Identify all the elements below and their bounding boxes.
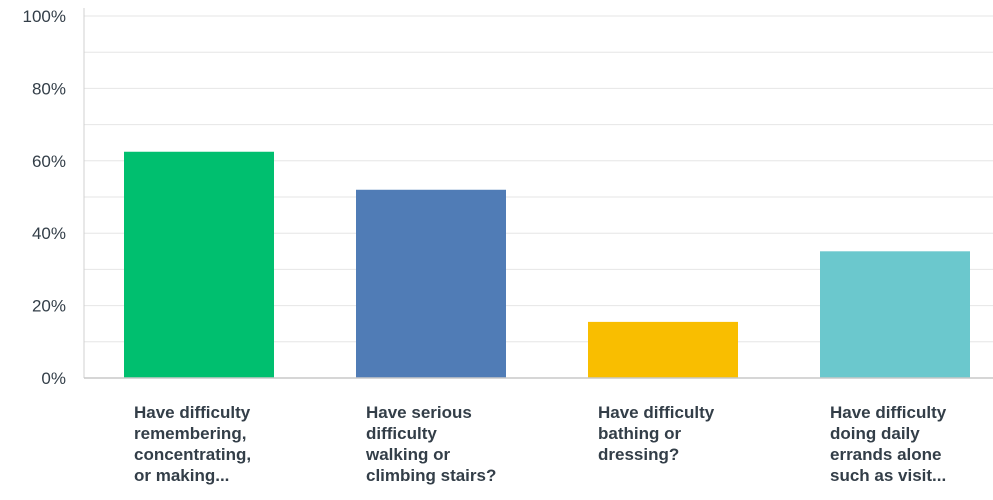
bar: [124, 151, 274, 378]
bars: [124, 151, 970, 378]
bar: [356, 189, 506, 378]
y-tick-label: 60%: [32, 152, 66, 171]
bar: [588, 321, 738, 378]
category-label: Have difficulty doing daily errands alon…: [830, 403, 947, 485]
category-label: Have difficulty bathing or dressing?: [598, 403, 715, 464]
y-tick-label: 100%: [23, 7, 66, 26]
y-tick-label: 20%: [32, 297, 66, 316]
y-axis-tick-labels: 0% 20% 40% 60% 80% 100%: [23, 7, 66, 388]
category-label: Have difficulty remembering, concentrati…: [134, 403, 252, 485]
y-tick-label: 40%: [32, 224, 66, 243]
y-tick-label: 80%: [32, 79, 66, 98]
bar: [820, 251, 970, 378]
y-tick-label: 0%: [41, 369, 66, 388]
category-label: Have serious difficulty walking or climb…: [366, 403, 497, 485]
